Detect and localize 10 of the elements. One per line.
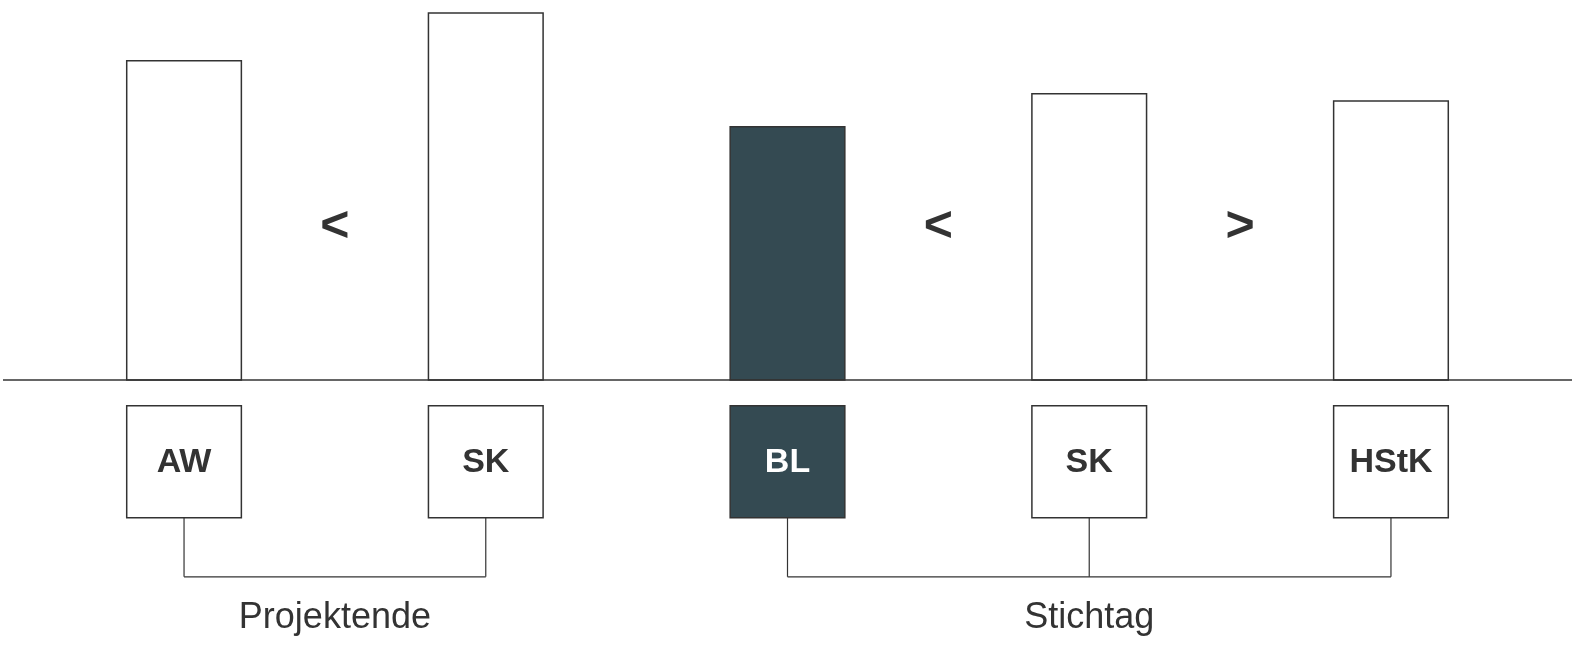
x-tick-label: AW [156,440,213,479]
x-tick-label: BL [764,440,811,479]
x-tick-label: SK [1065,440,1114,479]
text: Projektende [238,594,431,636]
text: Stichtag [1024,594,1155,636]
annotation: < [320,195,350,252]
annotation: > [1225,195,1255,252]
annotation: < [923,195,953,252]
x-tick-label: HStK [1349,440,1433,479]
x-tick-label: SK [462,440,510,479]
